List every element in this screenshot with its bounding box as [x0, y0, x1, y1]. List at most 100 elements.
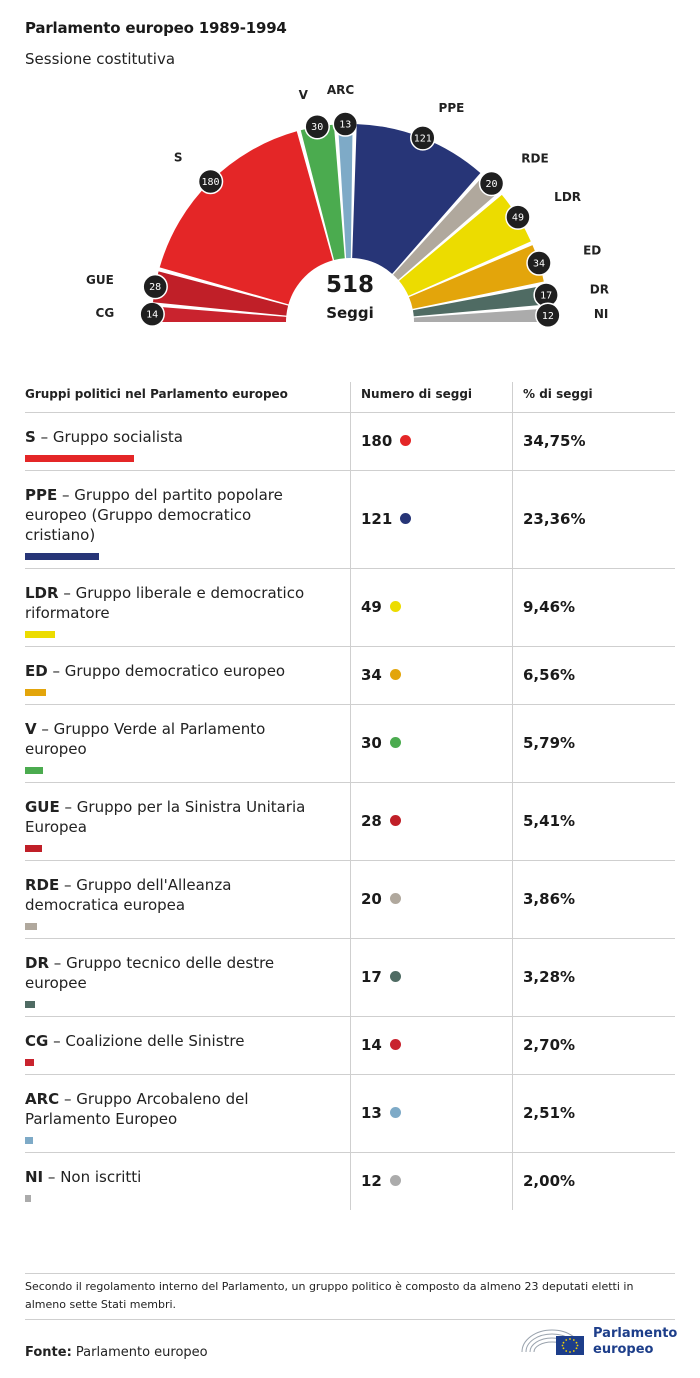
share-bar [25, 1195, 32, 1202]
seat-badge-label-v: 30 [311, 122, 323, 133]
seat-badge-label-ni: 12 [542, 311, 554, 322]
segment-s [159, 131, 333, 305]
group-name: ARC – Gruppo Arcobaleno del Parlamento E… [25, 1090, 249, 1128]
group-abbr: CG [25, 1032, 49, 1050]
column-divider [350, 471, 351, 568]
seat-count-value: 49 [361, 598, 382, 616]
table-row: ED – Gruppo democratico europeo 34 6,56% [25, 647, 675, 705]
table-row: NI – Non iscritti 12 2,00% [25, 1153, 675, 1210]
segment-ed [408, 245, 544, 309]
group-fullname: Non iscritti [60, 1168, 142, 1186]
group-abbr: LDR [25, 584, 59, 602]
seat-count: 49 [361, 598, 401, 616]
group-color-dot [389, 1107, 401, 1118]
seat-badge-ppe [410, 125, 436, 151]
segment-label-s: S [174, 150, 183, 164]
group-fullname: Gruppo tecnico delle destre europee [25, 954, 275, 992]
group-abbr: GUE [25, 798, 60, 816]
group-abbr: ED [25, 662, 48, 680]
seat-count-value: 14 [361, 1036, 382, 1054]
source-text: Parlamento europeo [75, 1345, 208, 1360]
column-divider [512, 569, 513, 646]
share-bar [25, 1001, 36, 1008]
seat-count-value: 28 [361, 812, 382, 830]
group-fullname: Coalizione delle Sinistre [65, 1032, 245, 1050]
group-abbr: RDE [25, 876, 60, 894]
group-color-dot [389, 1039, 401, 1050]
header-percent: % di seggi [523, 387, 593, 401]
segment-dr [412, 285, 548, 317]
group-abbr: V [25, 720, 37, 738]
seat-percent: 5,41% [523, 812, 576, 830]
seat-count: 30 [361, 734, 401, 752]
column-divider [350, 1075, 351, 1152]
seat-count: 12 [361, 1172, 401, 1190]
segment-ldr [399, 194, 531, 296]
hemicycle-chart: 14 CG 28 GUE 180 S 30 V 13 ARC 121 PPE 20 RDE 49 LDR 34 E… [86, 83, 609, 329]
group-abbr: NI [25, 1168, 44, 1186]
column-divider [350, 705, 351, 782]
seat-badge-v [304, 113, 330, 140]
seat-count: 17 [361, 968, 401, 986]
group-name: PPE – Gruppo del partito popolare europe… [25, 486, 283, 544]
hemicycle-logo-icon [521, 1329, 584, 1355]
share-bar [25, 1059, 34, 1066]
seat-count: 13 [361, 1104, 401, 1122]
table-row: RDE – Gruppo dell'Alleanza democratica e… [25, 861, 675, 939]
seat-count-value: 12 [361, 1172, 382, 1190]
seat-count-value: 17 [361, 968, 382, 986]
seat-count: 20 [361, 890, 401, 908]
seat-percent: 2,51% [523, 1104, 576, 1122]
column-divider [350, 861, 351, 938]
column-divider [512, 1153, 513, 1210]
logo-text: Parlamento europeo [593, 1326, 677, 1358]
seat-percent: 3,28% [523, 968, 576, 986]
seat-percent: 2,70% [523, 1036, 576, 1054]
logo-line-2: europeo [593, 1342, 654, 1357]
segment-label-gue: GUE [86, 273, 114, 287]
segment-label-arc: ARC [327, 83, 355, 97]
seat-count-value: 20 [361, 890, 382, 908]
group-abbr: DR [25, 954, 50, 972]
group-name: DR – Gruppo tecnico delle destre europee [25, 954, 275, 992]
seat-badge-label-gue: 28 [149, 282, 161, 293]
column-divider [512, 939, 513, 1016]
group-fullname: Gruppo dell'Alleanza democratica europea [25, 876, 232, 914]
table-row: S – Gruppo socialista 180 34,75% [25, 413, 675, 471]
column-divider [512, 647, 513, 704]
segment-label-cg: CG [96, 306, 115, 320]
segment-ni [413, 308, 548, 322]
segment-label-rde: RDE [521, 151, 548, 165]
column-divider [512, 861, 513, 938]
page-subtitle: Sessione costitutiva [25, 50, 176, 68]
page-title: Parlamento europeo 1989-1994 [25, 19, 287, 37]
column-divider [512, 471, 513, 568]
seat-count: 14 [361, 1036, 401, 1054]
table-row: CG – Coalizione delle Sinistre 14 2,70% [25, 1017, 675, 1075]
table-header: Gruppi politici nel Parlamento europeo N… [25, 382, 675, 413]
group-color-dot [389, 601, 401, 612]
european-parliament-logo-icon: Parlamento europeo [520, 1320, 680, 1360]
column-divider [350, 783, 351, 860]
group-color-dot [389, 971, 401, 982]
table-row: LDR – Gruppo liberale e democratico rifo… [25, 569, 675, 647]
share-bar [25, 631, 55, 638]
group-name: ED – Gruppo democratico europeo [25, 662, 286, 680]
group-fullname: Gruppo Verde al Parlamento europeo [25, 720, 266, 758]
seats-table: Gruppi politici nel Parlamento europeo N… [25, 382, 675, 1210]
group-abbr: S [25, 428, 36, 446]
seat-badge-rde [478, 170, 505, 197]
seat-percent: 34,75% [523, 432, 586, 450]
group-name: S – Gruppo socialista [25, 428, 183, 446]
source: Fonte: Parlamento europeo [25, 1345, 208, 1360]
seat-badge-label-ppe: 121 [414, 133, 432, 144]
table-row: ARC – Gruppo Arcobaleno del Parlamento E… [25, 1075, 675, 1153]
segment-ppe [352, 124, 481, 274]
group-fullname: Gruppo Arcobaleno del Parlamento Europeo [25, 1090, 249, 1128]
seat-percent: 23,36% [523, 510, 586, 528]
group-name: NI – Non iscritti [25, 1168, 142, 1186]
share-bar [25, 689, 46, 696]
table-row: GUE – Gruppo per la Sinistra Unitaria Eu… [25, 783, 675, 861]
seat-count-value: 180 [361, 432, 393, 450]
segment-rde [393, 175, 500, 280]
